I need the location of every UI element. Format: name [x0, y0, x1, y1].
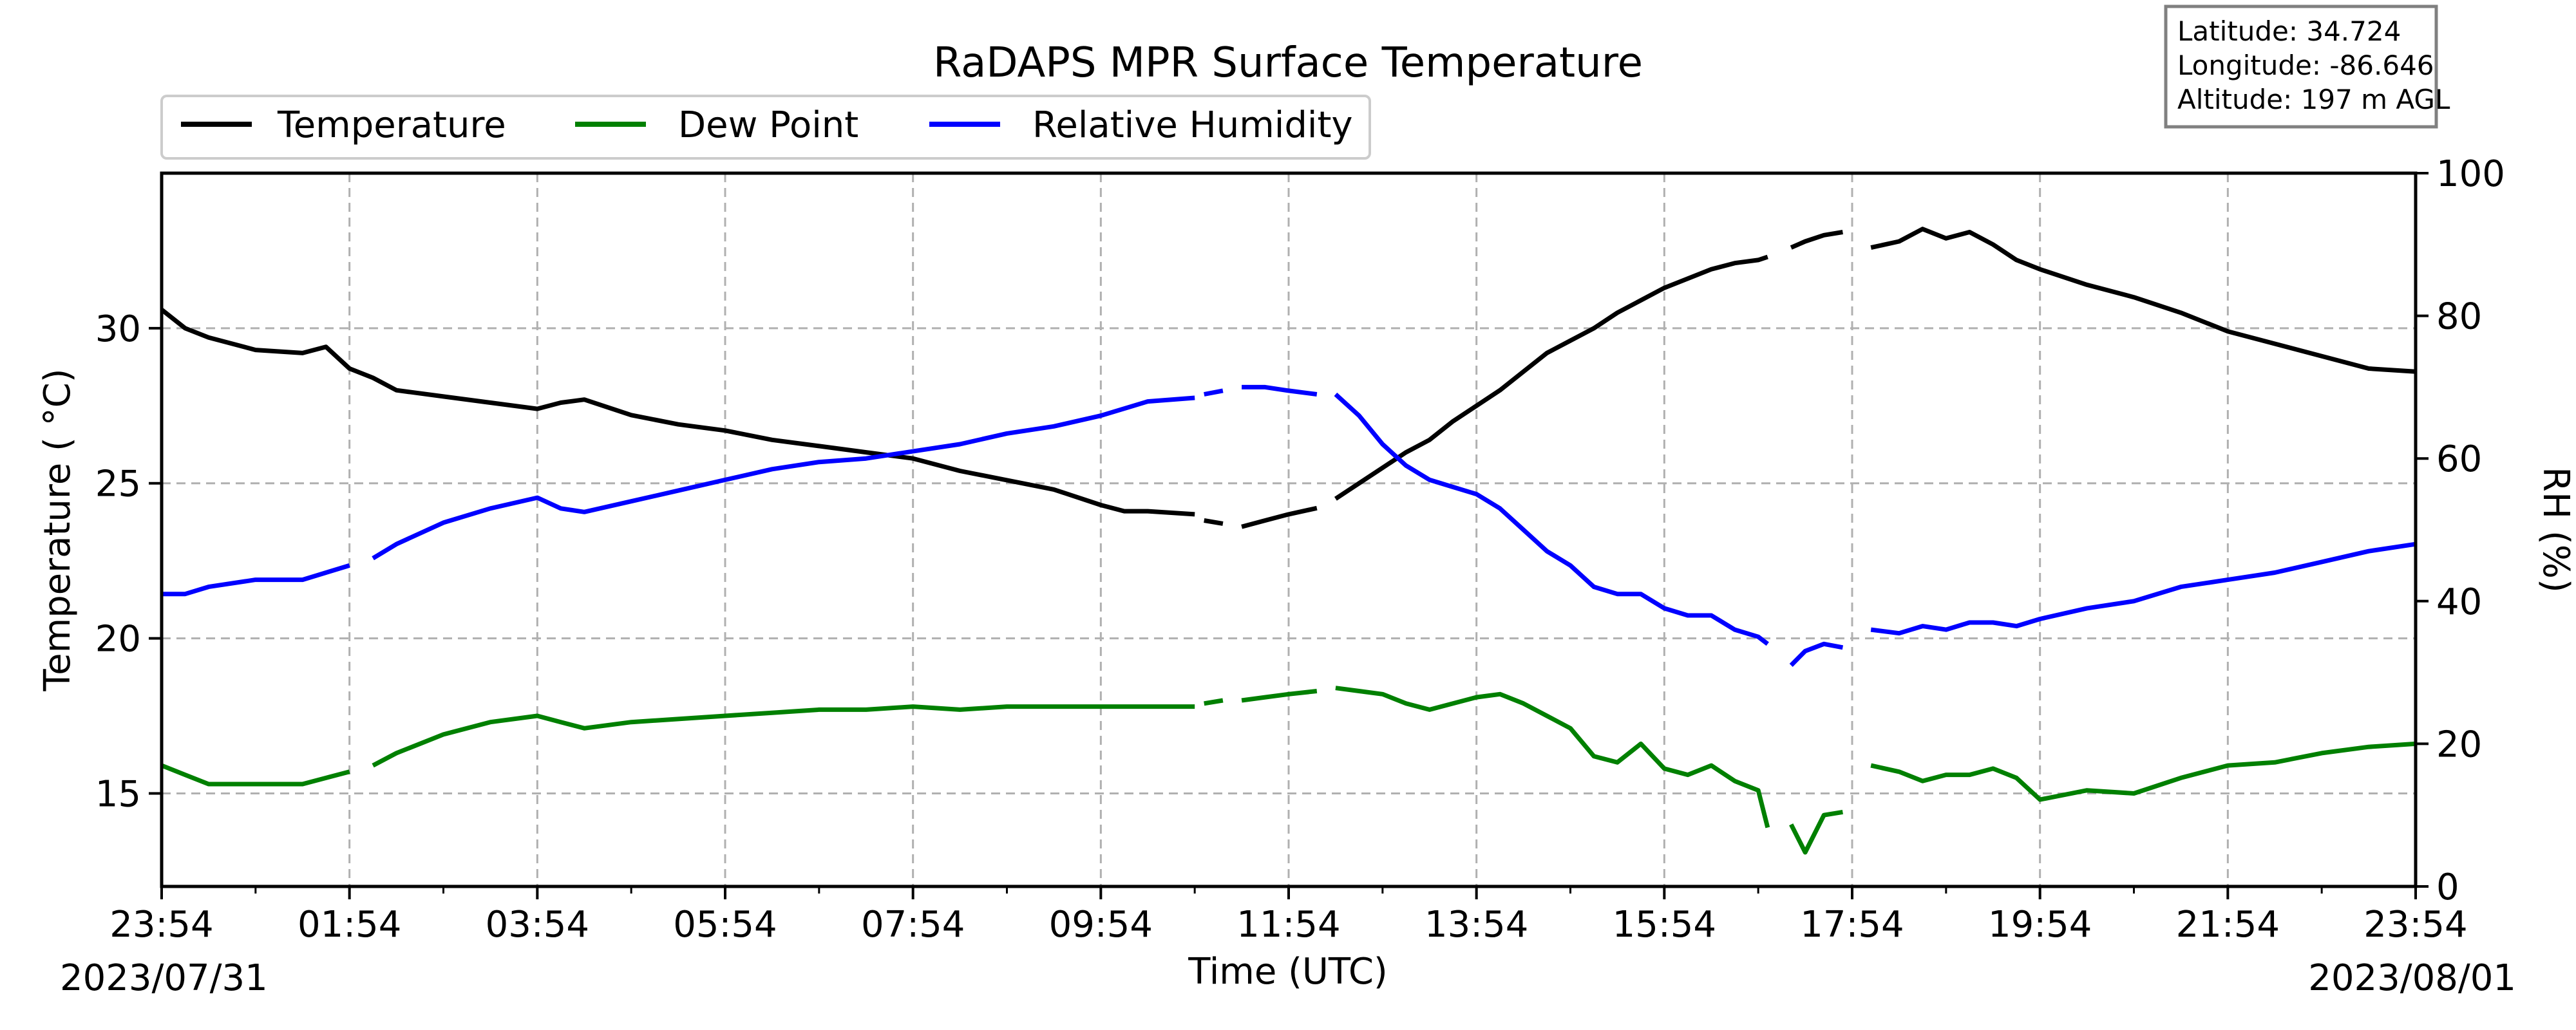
- info-longitude: Longitude: -86.646: [2177, 50, 2434, 81]
- series-lines: [160, 227, 2416, 855]
- series-line-temperature: [160, 308, 1195, 517]
- series-line-temperature: [1204, 518, 1224, 526]
- x-tick-label: 05:54: [673, 904, 777, 946]
- info-box: Latitude: 34.724 Longitude: -86.646 Alti…: [2164, 5, 2450, 129]
- x-tick-label: 23:54: [2363, 904, 2467, 946]
- info-box-frame: [2164, 5, 2438, 129]
- series-line-temperature: [1241, 505, 1318, 529]
- chart-title: RaDAPS MPR Surface Temperature: [933, 39, 1643, 87]
- info-latitude: Latitude: 34.724: [2177, 15, 2401, 47]
- series-line-relative-humidity: [1334, 392, 1769, 646]
- y-tick-label: 30: [95, 308, 141, 350]
- series-line-temperature: [1334, 254, 1768, 501]
- series-line-dew-point: [160, 763, 350, 787]
- y2-axis-label: RH (%): [2535, 467, 2576, 593]
- y-tick-label: 15: [95, 773, 141, 815]
- series-line-temperature: [1790, 230, 1843, 250]
- series-line-dew-point: [1204, 698, 1224, 706]
- info-altitude: Altitude: 197 m AGL: [2177, 84, 2450, 115]
- x-tick-label: 11:54: [1236, 904, 1340, 946]
- x-tick-label: 07:54: [861, 904, 965, 946]
- legend-label-relative-humidity: Relative Humidity: [1032, 104, 1353, 146]
- series-line-relative-humidity: [372, 395, 1195, 561]
- x-tick-label: 03:54: [486, 904, 589, 946]
- series-line-dew-point: [1241, 689, 1318, 703]
- y-axis-right: 0 20 40 60 80 100: [2416, 153, 2505, 908]
- y2-tick-label: 80: [2436, 296, 2482, 338]
- x-tick-label: 01:54: [298, 904, 401, 946]
- y-axis-label: Temperature ( °C): [37, 368, 79, 691]
- series-line-temperature: [1870, 227, 2416, 374]
- legend-frame: [160, 95, 1371, 160]
- legend-label-temperature: Temperature: [277, 104, 506, 146]
- series-line-dew-point: [1335, 686, 1770, 829]
- start-date-label: 2023/07/31: [60, 957, 268, 999]
- x-tick-label: 13:54: [1425, 904, 1528, 946]
- legend-label-dew-point: Dew Point: [678, 104, 858, 146]
- legend: Temperature Dew Point Relative Humidity: [160, 95, 1371, 160]
- grid: [162, 173, 2416, 886]
- series-line-relative-humidity: [1204, 388, 1224, 397]
- series-line-relative-humidity: [1789, 641, 1844, 667]
- series-line-dew-point: [1789, 809, 1843, 855]
- series-line-dew-point: [1870, 741, 2416, 802]
- x-tick-label: 19:54: [1988, 904, 2092, 946]
- y2-tick-label: 20: [2436, 724, 2482, 765]
- y2-tick-label: 100: [2436, 153, 2505, 195]
- y2-tick-label: 0: [2436, 866, 2459, 908]
- y-axis-left: 15 20 25 30: [95, 308, 162, 815]
- series-line-dew-point: [372, 704, 1195, 768]
- x-tick-label: 23:54: [109, 904, 213, 946]
- y2-tick-label: 60: [2436, 438, 2482, 480]
- end-date-label: 2023/08/01: [2308, 957, 2516, 999]
- x-tick-label: 09:54: [1049, 904, 1153, 946]
- x-tick-label: 21:54: [2176, 904, 2280, 946]
- series-line-relative-humidity: [162, 563, 350, 597]
- y-tick-label: 25: [95, 464, 141, 505]
- x-axis: 23:54 01:54 03:54 05:54 07:54 09:54 11:54 13:54…: [109, 886, 2468, 946]
- y-tick-label: 20: [95, 619, 141, 660]
- series-line-relative-humidity: [1870, 541, 2416, 636]
- x-tick-label: 15:54: [1613, 904, 1716, 946]
- series-line-relative-humidity: [1242, 384, 1318, 397]
- y2-tick-label: 40: [2436, 581, 2482, 623]
- x-axis-label: Time (UTC): [1188, 951, 1388, 993]
- x-tick-label: 17:54: [1800, 904, 1904, 946]
